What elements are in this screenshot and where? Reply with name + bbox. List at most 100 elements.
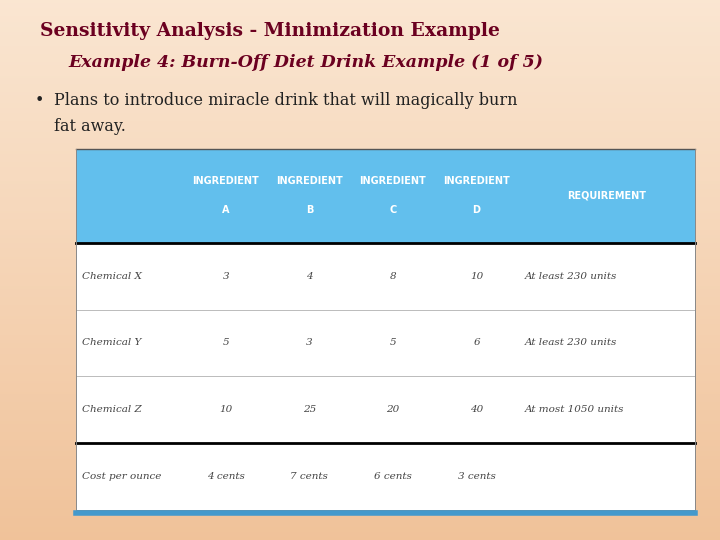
Text: C: C [390, 205, 397, 214]
Bar [0, 24, 720, 27]
Bar [0, 8, 720, 11]
Bar [0, 470, 720, 472]
Bar [0, 170, 720, 173]
Text: 5: 5 [390, 339, 396, 347]
Bar [0, 108, 720, 111]
Bar [0, 211, 720, 213]
Bar [0, 410, 720, 413]
Bar [0, 437, 720, 440]
Text: Example 4: Burn-Off Diet Drink Example (1 of 5): Example 4: Burn-Off Diet Drink Example (… [68, 54, 544, 71]
Bar [0, 338, 720, 340]
Bar [0, 62, 720, 65]
Text: 6 cents: 6 cents [374, 472, 412, 481]
Bar [0, 238, 720, 240]
Bar [0, 151, 720, 154]
Bar [0, 313, 720, 316]
Bar [0, 467, 720, 470]
Text: At most 1050 units: At most 1050 units [524, 406, 624, 414]
Bar [0, 40, 720, 43]
Bar [0, 289, 720, 292]
Bar [0, 46, 720, 49]
Text: 8: 8 [390, 272, 396, 281]
Bar [0, 154, 720, 157]
Bar [0, 286, 720, 289]
Bar [0, 89, 720, 92]
Bar [0, 435, 720, 437]
Bar [0, 232, 720, 235]
Bar [0, 259, 720, 262]
Bar [0, 375, 720, 378]
Bar [0, 54, 720, 57]
Bar [0, 224, 720, 227]
Bar [0, 22, 720, 24]
Bar [0, 235, 720, 238]
Bar [0, 178, 720, 181]
Bar [0, 97, 720, 100]
Bar [0, 165, 720, 167]
Bar [0, 456, 720, 459]
Bar [0, 32, 720, 35]
Bar [0, 362, 720, 364]
Bar [0, 213, 720, 216]
Bar [0, 273, 720, 275]
Bar [0, 532, 720, 535]
Bar [0, 111, 720, 113]
Bar [0, 397, 720, 400]
Bar [0, 68, 720, 70]
Bar [0, 49, 720, 51]
Bar [0, 124, 720, 127]
Text: D: D [472, 205, 480, 214]
Bar [0, 462, 720, 464]
Text: B: B [306, 205, 313, 214]
Bar [0, 513, 720, 516]
Bar [0, 70, 720, 73]
Bar [0, 189, 720, 192]
Bar [0, 429, 720, 432]
Text: Chemical Y: Chemical Y [82, 339, 141, 347]
Bar [0, 478, 720, 481]
Bar [0, 130, 720, 132]
Bar [0, 92, 720, 94]
Text: At least 230 units: At least 230 units [524, 339, 617, 347]
Bar [0, 248, 720, 251]
Bar [0, 343, 720, 346]
Bar [0, 113, 720, 116]
Bar [0, 516, 720, 518]
Bar [0, 205, 720, 208]
Bar [0, 324, 720, 327]
Bar [0, 483, 720, 486]
Bar [0, 418, 720, 421]
Bar [0, 127, 720, 130]
Bar [0, 392, 720, 394]
Bar [0, 146, 720, 148]
Bar [0, 537, 720, 540]
Bar [0, 186, 720, 189]
Bar [0, 346, 720, 348]
Bar [0, 383, 720, 386]
Text: 5: 5 [222, 339, 229, 347]
Bar [0, 51, 720, 54]
Text: 3 cents: 3 cents [458, 472, 495, 481]
Bar [0, 35, 720, 38]
Bar [0, 448, 720, 451]
Bar [0, 526, 720, 529]
Bar [0, 81, 720, 84]
Bar [0, 440, 720, 443]
Bar [0, 359, 720, 362]
Bar [0, 394, 720, 397]
Text: 3: 3 [306, 339, 312, 347]
Bar [0, 521, 720, 524]
Bar [0, 38, 720, 40]
Bar [0, 103, 720, 105]
Bar [0, 270, 720, 273]
Bar [0, 132, 720, 135]
Text: Chemical X: Chemical X [82, 272, 142, 281]
Bar [0, 308, 720, 310]
Bar [0, 94, 720, 97]
Bar [0, 262, 720, 265]
Text: Chemical Z: Chemical Z [82, 406, 142, 414]
Bar [0, 373, 720, 375]
Text: 20: 20 [387, 406, 400, 414]
Bar [0, 535, 720, 537]
Bar [0, 451, 720, 454]
